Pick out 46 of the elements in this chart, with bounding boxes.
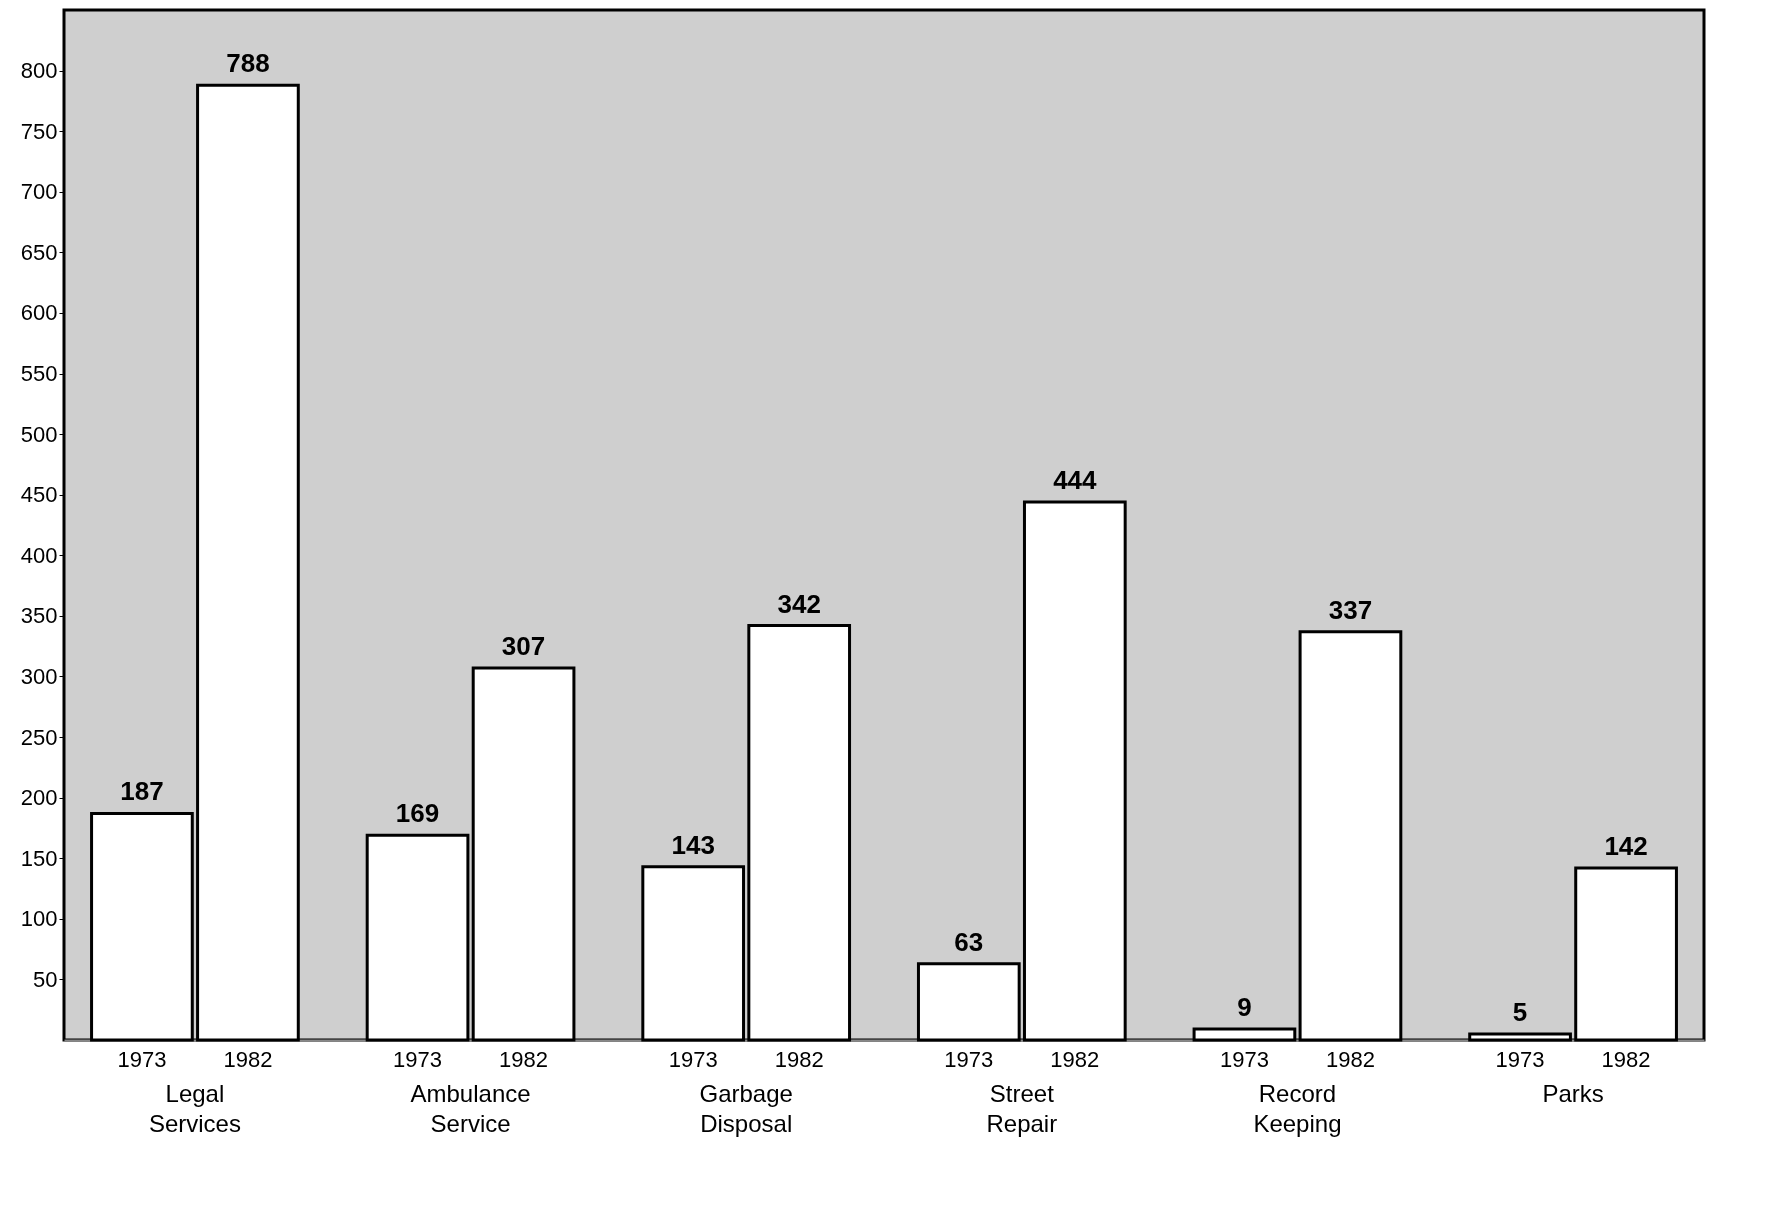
- series-label: 1973: [117, 1047, 167, 1072]
- text: 1973: [1495, 1047, 1545, 1072]
- y-tick-label: 50: [33, 966, 58, 992]
- data-label: 63: [954, 926, 984, 957]
- text: 1982: [1325, 1047, 1375, 1072]
- y-tick-label: 700: [20, 179, 58, 205]
- y-tick-label: 450: [20, 482, 58, 508]
- data-label: 9: [1237, 992, 1252, 1023]
- data-label: 187: [120, 776, 164, 807]
- text: 1973: [668, 1047, 718, 1072]
- y-tick-label: 550: [20, 361, 58, 387]
- x-tick-label: Parks: [1542, 1079, 1604, 1107]
- text: 1973: [393, 1047, 443, 1072]
- series-label: 1982: [223, 1047, 273, 1072]
- data-label: 143: [671, 829, 715, 860]
- data-label: 5: [1512, 996, 1528, 1027]
- data-label: 342: [777, 588, 821, 619]
- x-tick-label: Ambulance Service: [410, 1079, 531, 1137]
- text: 1973: [944, 1047, 994, 1072]
- y-tick-label: 150: [20, 845, 58, 871]
- text: 1982: [499, 1047, 549, 1072]
- data-label: 337: [1328, 594, 1373, 625]
- y-tick-label: 300: [20, 663, 58, 689]
- x-tick-label: Garbage Disposal: [699, 1079, 793, 1137]
- y-tick-label: 650: [20, 239, 58, 265]
- y-tick-label: 200: [20, 785, 58, 811]
- y-tick-label: 250: [20, 724, 58, 750]
- data-label: 307: [501, 630, 546, 661]
- text: 1982: [1601, 1047, 1651, 1072]
- y-tick-label: 750: [20, 118, 58, 144]
- data-label: 169: [395, 798, 440, 829]
- y-tick-label: 100: [20, 906, 58, 932]
- x-tick-label: Street Repair: [986, 1079, 1058, 1137]
- x-tick-label: Record Keeping: [1253, 1079, 1342, 1137]
- text: 1973: [1219, 1047, 1269, 1072]
- data-label: 444: [1053, 464, 1098, 495]
- text: 1982: [1050, 1047, 1100, 1072]
- y-tick-label: 800: [20, 58, 58, 84]
- y-tick-label: 350: [20, 603, 58, 629]
- y-tick-label: 600: [20, 300, 58, 326]
- y-tick-label: 500: [20, 421, 58, 447]
- x-tick-label: Legal Services: [148, 1079, 241, 1137]
- data-label: 142: [1604, 830, 1648, 861]
- y-tick-label: 400: [20, 542, 58, 568]
- text: 1982: [774, 1047, 824, 1072]
- data-label: 788: [226, 48, 270, 79]
